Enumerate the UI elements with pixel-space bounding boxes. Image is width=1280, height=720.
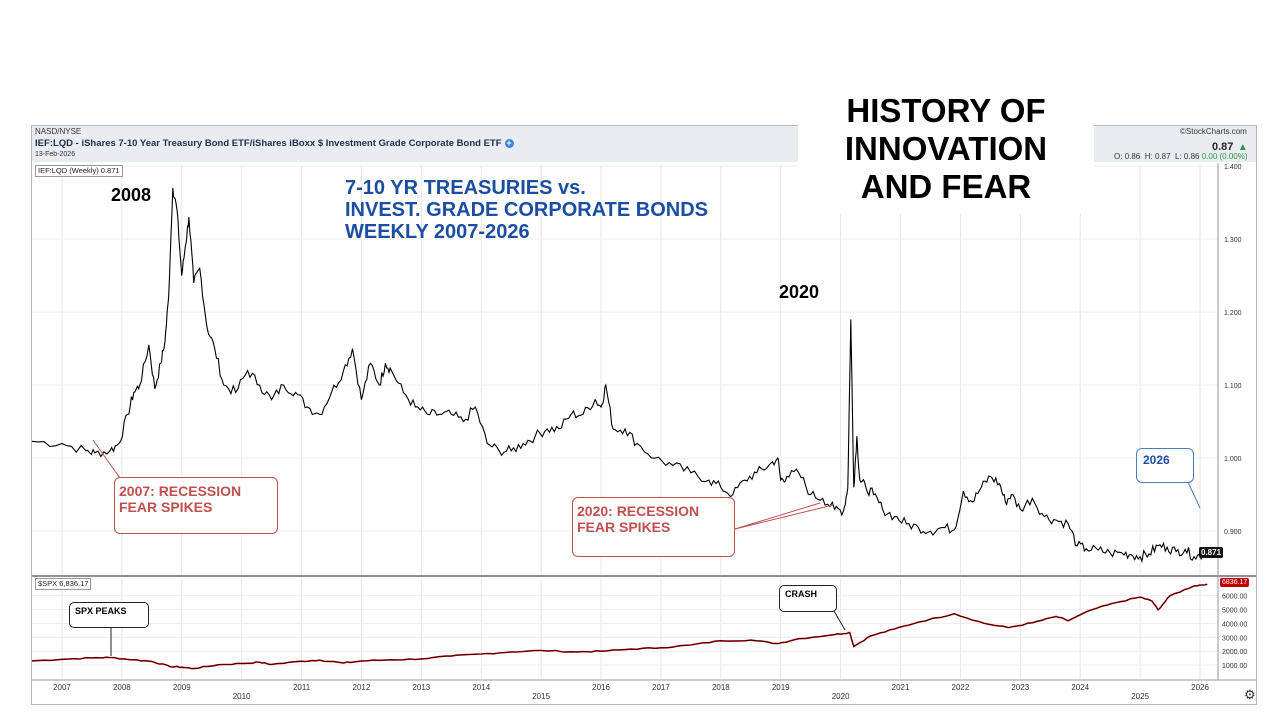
up-arrow-icon: ▲ xyxy=(1237,142,1248,153)
ytick-low-0: 1000.00 xyxy=(1222,663,1247,670)
ytick-1: 1.000 xyxy=(1224,456,1242,463)
xtick-2022: 2022 xyxy=(952,683,970,692)
ytick-5: 1.400 xyxy=(1224,164,1242,171)
ytick-low-3: 4000.00 xyxy=(1222,621,1247,628)
y-tick-labels: 0.900 1.000 1.100 1.200 1.300 1.400 1000.00 200… xyxy=(1222,164,1247,670)
exchange-label: NASD/NYSE xyxy=(35,127,82,136)
spx-series xyxy=(31,583,1208,670)
ohlc-readout: O: 0.86 H: 0.87 L: 0.86 0.00 (0.00%) xyxy=(1114,152,1248,161)
callout-2007: 2007: RECESSION FEAR SPIKES xyxy=(114,477,278,534)
callout-spx-peaks: SPX PEAKS xyxy=(69,602,149,628)
xtick-2010: 2010 xyxy=(233,692,251,701)
ytick-2: 1.100 xyxy=(1224,383,1242,390)
xtick-2017: 2017 xyxy=(652,683,670,692)
xtick-2007: 2007 xyxy=(53,683,71,692)
pointer-2007 xyxy=(92,439,123,482)
callout-crash: CRASH xyxy=(779,585,837,612)
plus-circle-icon[interactable]: + xyxy=(504,138,514,148)
callout-2020: 2020: RECESSION FEAR SPIKES xyxy=(572,497,735,557)
ytick-3: 1.200 xyxy=(1224,310,1242,317)
ratio-series xyxy=(31,187,1208,564)
xtick-2016: 2016 xyxy=(592,683,610,692)
last-price: 0.87 xyxy=(1212,141,1234,153)
xtick-2011: 2011 xyxy=(293,683,311,692)
spx-last-value: 6836.17 xyxy=(1220,578,1250,587)
last-price-group: 0.87 ▲ xyxy=(1212,137,1248,155)
ytick-4: 1.300 xyxy=(1224,237,1242,244)
symbol-title: IEF:LQD - iShares 7-10 Year Treasury Bon… xyxy=(35,138,514,149)
spx-line-red xyxy=(31,583,1208,670)
chart-frame xyxy=(31,125,1257,705)
pointer-2020-a xyxy=(734,504,834,530)
brand-logo: ©StockCharts.com xyxy=(1180,127,1247,136)
xtick-2013: 2013 xyxy=(412,683,430,692)
spx-legend: $SPX 6,836.17 xyxy=(35,578,92,590)
lower-grid xyxy=(32,579,1218,679)
ytick-low-2: 3000.00 xyxy=(1222,635,1247,642)
x-tick-labels: 2007 2008 2009 2011 2012 2013 2014 2016 2017 2018… xyxy=(53,683,1209,701)
callout-2026: 2026 xyxy=(1136,448,1194,483)
ytick-0: 0.900 xyxy=(1224,529,1242,536)
ytick-low-1: 2000.00 xyxy=(1222,649,1247,656)
xtick-2009: 2009 xyxy=(173,683,191,692)
xtick-2015: 2015 xyxy=(532,692,550,701)
xtick-2014: 2014 xyxy=(472,683,490,692)
ratio-last-value: 0.871 xyxy=(1199,547,1224,558)
xtick-2019: 2019 xyxy=(772,683,790,692)
pointer-2026 xyxy=(1187,481,1201,509)
label-2008: 2008 xyxy=(111,185,152,205)
ratio-line xyxy=(31,187,1208,564)
ytick-low-4: 5000.00 xyxy=(1222,608,1247,615)
ytick-low-5: 6000.00 xyxy=(1222,594,1247,601)
chart-date: 13-Feb-2026 xyxy=(35,151,76,158)
xtick-2020: 2020 xyxy=(832,692,850,701)
label-2020: 2020 xyxy=(779,282,820,302)
xtick-2012: 2012 xyxy=(353,683,371,692)
ratio-legend: IEF:LQD (Weekly) 0.871 xyxy=(35,165,123,177)
main-title: HISTORY OF INNOVATION AND FEAR xyxy=(844,92,1048,205)
xtick-2021: 2021 xyxy=(892,683,910,692)
title-box: HISTORY OF INNOVATION AND FEAR xyxy=(798,88,1094,214)
xtick-2026: 2026 xyxy=(1191,683,1209,692)
xtick-2024: 2024 xyxy=(1071,683,1089,692)
xtick-2008: 2008 xyxy=(113,683,131,692)
spx-line-black xyxy=(31,583,1208,669)
xtick-2025: 2025 xyxy=(1131,692,1149,701)
pointer-2020-b xyxy=(734,502,821,530)
pointer-crash xyxy=(833,610,846,631)
xtick-2023: 2023 xyxy=(1011,683,1029,692)
xtick-2018: 2018 xyxy=(712,683,730,692)
chart-subtitle: 7-10 YR TREASURIES vs. INVEST. GRADE COR… xyxy=(345,177,708,243)
gear-icon[interactable]: ⚙ xyxy=(1244,687,1256,702)
